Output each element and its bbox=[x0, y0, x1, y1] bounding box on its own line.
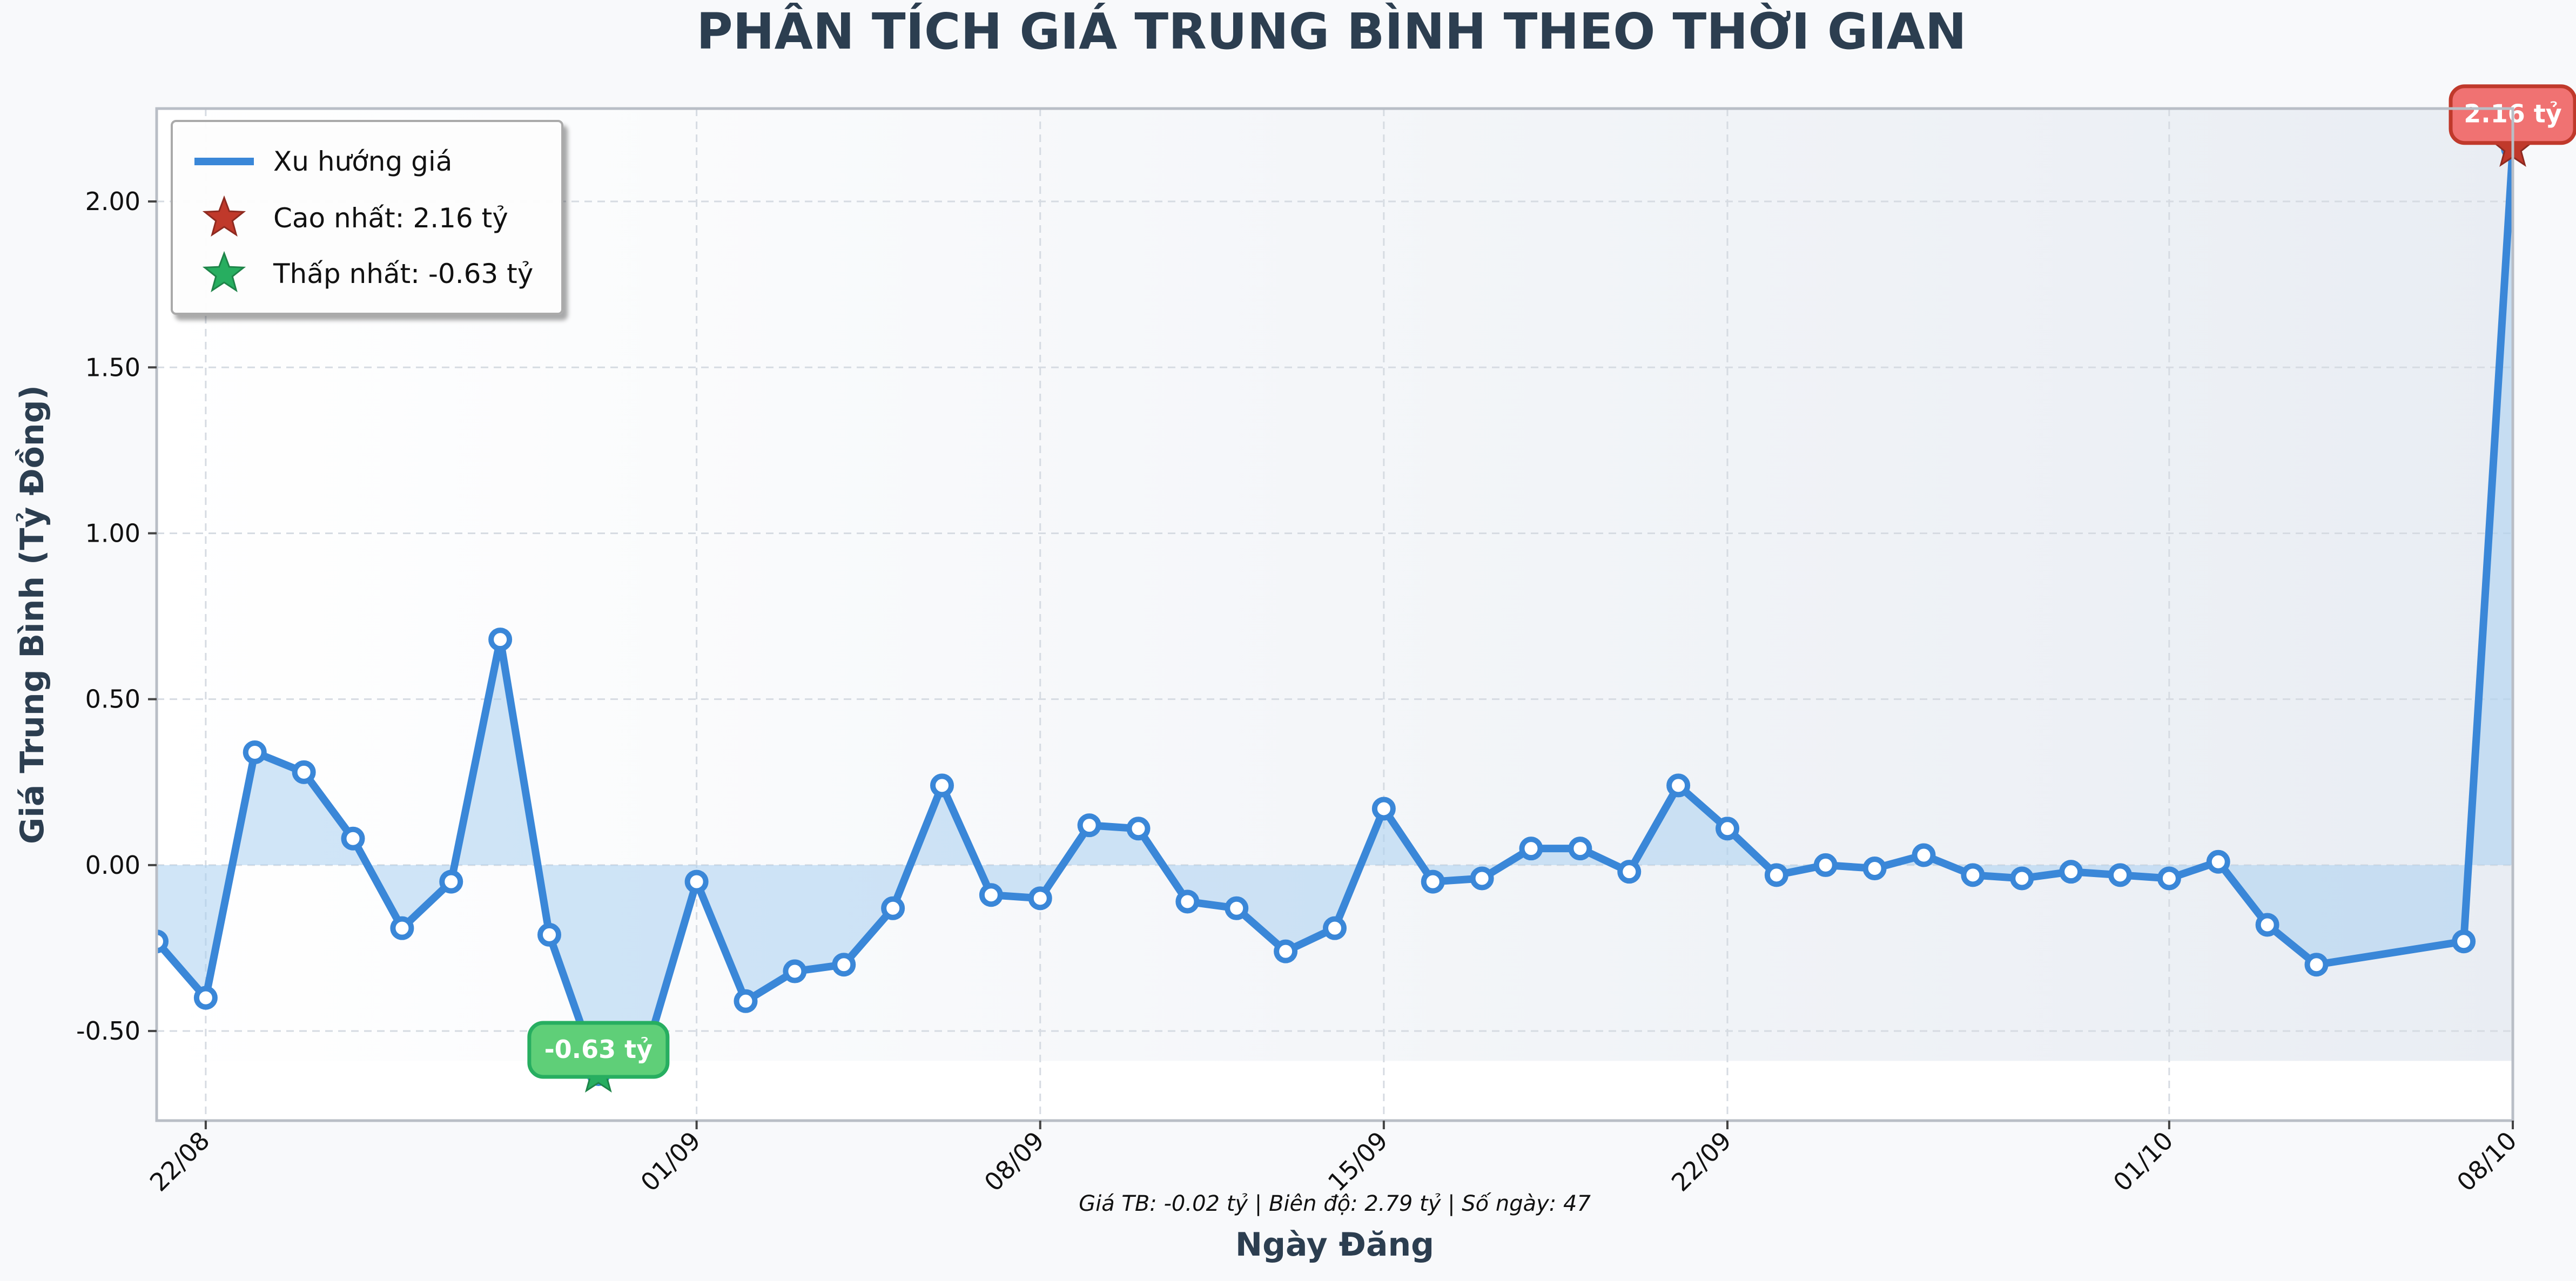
data-point bbox=[1274, 939, 1298, 963]
data-point bbox=[1323, 916, 1347, 940]
data-point bbox=[1862, 857, 1887, 881]
data-point bbox=[832, 953, 856, 977]
y-tick-label: 2.00 bbox=[85, 187, 140, 216]
data-point bbox=[2255, 913, 2279, 937]
chart-title: PHÂN TÍCH GIÁ TRUNG BÌNH THEO THỜI GIAN bbox=[696, 2, 1967, 60]
data-point bbox=[979, 883, 1003, 907]
y-tick-label: 0.00 bbox=[85, 851, 140, 880]
summary-annotation: Giá TB: -0.02 tỷ | Biên độ: 2.79 tỷ | Số… bbox=[1079, 1191, 1591, 1216]
data-point bbox=[537, 922, 561, 947]
y-tick-label: -0.50 bbox=[76, 1016, 140, 1046]
legend-item-label: Xu hướng giá bbox=[273, 146, 452, 177]
x-axis-label: Ngày Đăng bbox=[1235, 1226, 1434, 1264]
legend-item-label: Cao nhất: 2.16 tỷ bbox=[273, 203, 508, 234]
data-point bbox=[1421, 869, 1445, 894]
data-point bbox=[439, 869, 463, 894]
data-point bbox=[1028, 886, 1052, 911]
min-label-box bbox=[527, 1021, 670, 1079]
data-point bbox=[157, 929, 169, 954]
data-point bbox=[1912, 843, 1936, 867]
data-point bbox=[2452, 929, 2476, 954]
data-point bbox=[1519, 837, 1543, 861]
y-tick-label: 1.00 bbox=[85, 518, 140, 548]
data-point bbox=[488, 628, 513, 652]
data-point bbox=[1568, 837, 1592, 861]
y-tick-label: 1.50 bbox=[85, 353, 140, 382]
legend-green-star-icon bbox=[202, 251, 246, 293]
data-point bbox=[881, 896, 905, 920]
data-point bbox=[684, 869, 709, 894]
area-fill bbox=[157, 148, 2513, 1074]
y-tick-label: 0.50 bbox=[85, 685, 140, 714]
data-point bbox=[734, 989, 758, 1013]
data-point bbox=[1225, 896, 1249, 920]
data-point bbox=[1716, 817, 1739, 841]
legend-red-star-icon bbox=[202, 195, 246, 237]
data-point bbox=[341, 826, 365, 851]
data-point bbox=[1764, 863, 1788, 887]
data-point bbox=[193, 986, 218, 1010]
data-point bbox=[292, 760, 316, 784]
data-point bbox=[1961, 863, 1985, 887]
data-point bbox=[1126, 817, 1151, 841]
legend: Xu hướng giá Cao nhất: 2.16 tỷ Thấp nhất: … bbox=[171, 120, 563, 315]
data-point bbox=[1371, 797, 1396, 821]
data-point bbox=[2304, 953, 2329, 977]
data-point bbox=[783, 959, 807, 983]
data-point bbox=[2010, 866, 2034, 891]
data-point bbox=[1813, 853, 1838, 877]
min-label-text: -0.63 tỷ bbox=[544, 1035, 653, 1064]
plot-frame bbox=[155, 107, 2514, 1122]
data-point bbox=[930, 773, 954, 798]
y-axis-label: Giá Trung Bình (Tỷ Đồng) bbox=[14, 385, 51, 844]
data-point bbox=[2059, 860, 2083, 884]
plot-lower-band bbox=[157, 1061, 2513, 1121]
data-point bbox=[1470, 866, 1494, 891]
data-point bbox=[2157, 866, 2181, 891]
data-point bbox=[2108, 863, 2132, 887]
data-point bbox=[390, 916, 414, 940]
data-point bbox=[2206, 849, 2230, 874]
data-point bbox=[1617, 860, 1642, 884]
legend-box bbox=[171, 120, 563, 315]
legend-item-label: Thấp nhất: -0.63 tỷ bbox=[273, 258, 533, 289]
data-point bbox=[1077, 813, 1101, 838]
data-point bbox=[243, 740, 267, 764]
data-point bbox=[1666, 773, 1691, 798]
data-point bbox=[1175, 889, 1200, 914]
